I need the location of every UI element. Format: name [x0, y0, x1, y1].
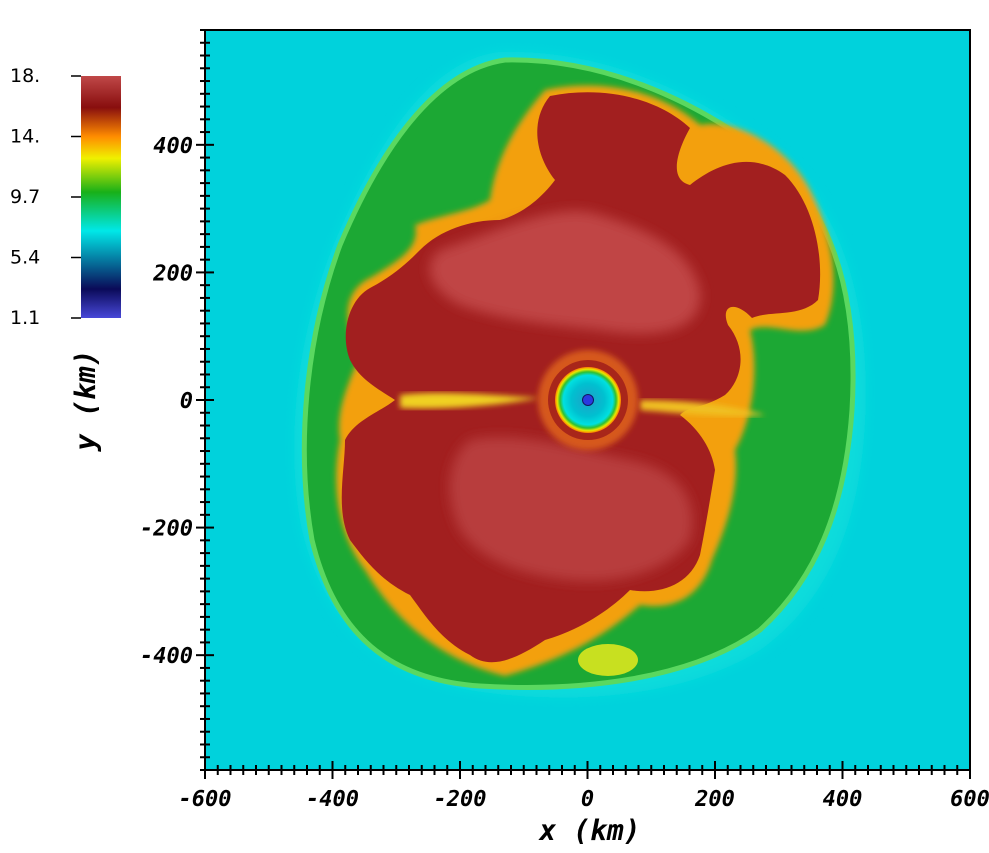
x-tick-label: -400 — [306, 787, 359, 812]
plot-area — [205, 30, 970, 770]
y-tick-label: -400 — [140, 644, 193, 669]
x-axis-label: x (km) — [537, 814, 640, 847]
x-tick-label: -600 — [179, 787, 232, 812]
southern-blob — [578, 644, 638, 676]
y-axis-ticks — [196, 29, 214, 771]
x-tick-label: -200 — [434, 787, 487, 812]
colorbar-ticks: 18. 14. 9.7 5.4 1.1 — [10, 65, 81, 329]
plume-north — [429, 210, 701, 334]
y-tick-label: 400 — [153, 134, 193, 159]
x-axis-ticks — [204, 761, 971, 779]
colorbar-tick-label: 5.4 — [10, 247, 40, 269]
x-axis-tick-labels: -600 -400 -200 0 200 400 600 — [179, 787, 989, 812]
jet-west — [400, 392, 540, 409]
colorbar: 18. 14. 9.7 5.4 1.1 — [10, 65, 121, 329]
jet-east — [640, 400, 765, 417]
colorbar-tick-label: 14. — [10, 126, 40, 148]
plume-south — [449, 437, 693, 581]
x-tick-label: 200 — [694, 787, 735, 812]
y-axis-label: y (km) — [69, 349, 102, 452]
colorbar-tick-label: 18. — [10, 65, 40, 87]
x-tick-label: 400 — [823, 787, 863, 812]
y-axis-tick-labels: 400 200 0 -200 -400 — [140, 134, 193, 669]
core-center — [582, 394, 594, 406]
colorbar-tick-label: 9.7 — [10, 186, 40, 208]
y-tick-label: -200 — [140, 517, 193, 542]
x-tick-label: 600 — [950, 787, 989, 812]
colorbar-tick-label: 1.1 — [10, 307, 40, 329]
colorbar-gradient — [81, 76, 121, 318]
x-tick-label: 0 — [581, 787, 594, 812]
y-tick-label: 200 — [152, 261, 193, 286]
y-tick-label: 0 — [180, 389, 193, 414]
